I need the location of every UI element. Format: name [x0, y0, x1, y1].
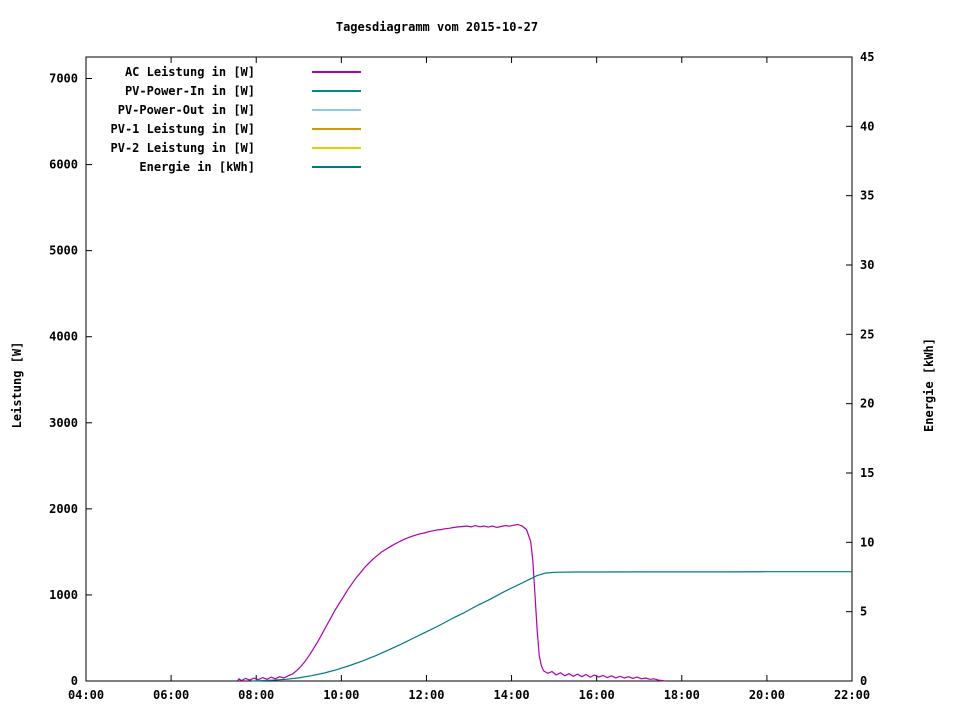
- y-left-tick-label: 0: [71, 674, 78, 688]
- legend-line-sample: [312, 165, 361, 168]
- legend-item-pv-power-in: PV-Power-In in [W]: [95, 81, 361, 100]
- x-tick-label: 06:00: [153, 688, 189, 702]
- legend-item-pv-power-out: PV-Power-Out in [W]: [95, 100, 361, 119]
- y-left-tick-label: 5000: [49, 244, 78, 258]
- y-right-tick-label: 30: [860, 258, 874, 272]
- y-right-tick-label: 0: [860, 674, 867, 688]
- legend-label: PV-Power-Out in [W]: [117, 102, 255, 117]
- legend-item-pv-1-leistung: PV-1 Leistung in [W]: [95, 119, 361, 138]
- y-left-tick-label: 7000: [49, 72, 78, 86]
- legend-label: PV-1 Leistung in [W]: [110, 121, 256, 136]
- legend-line-sample: [312, 108, 361, 111]
- series-line-energie-in-kwh: [251, 571, 852, 682]
- legend-label: PV-Power-In in [W]: [124, 83, 255, 98]
- y-right-tick-label: 35: [860, 189, 874, 203]
- y-right-tick-label: 10: [860, 535, 874, 549]
- x-tick-label: 16:00: [579, 688, 615, 702]
- legend-item-pv-2-leistung: PV-2 Leistung in [W]: [95, 138, 361, 157]
- legend-label: PV-2 Leistung in [W]: [110, 140, 256, 155]
- x-tick-label: 18:00: [664, 688, 700, 702]
- plot-border: [85, 56, 853, 682]
- legend-line-sample: [312, 146, 361, 149]
- x-tick-label: 22:00: [834, 688, 870, 702]
- x-tick-label: 12:00: [408, 688, 444, 702]
- legend-label: Energie in [kWh]: [139, 159, 255, 174]
- y-left-tick-label: 1000: [49, 588, 78, 602]
- y-right-tick-label: 20: [860, 397, 874, 411]
- legend-line-sample: [312, 89, 361, 92]
- chart-title: Tagesdiagramm vom 2015-10-27: [335, 20, 539, 34]
- x-tick-label: 20:00: [749, 688, 785, 702]
- x-tick-label: 14:00: [493, 688, 529, 702]
- x-tick-label: 04:00: [68, 688, 104, 702]
- y-left-tick-label: 4000: [49, 330, 78, 344]
- chart-legend: AC Leistung in [W] PV-Power-In in [W] PV…: [95, 62, 361, 176]
- y-left-tick-label: 2000: [49, 502, 78, 516]
- y-right-tick-label: 40: [860, 119, 874, 133]
- x-tick-label: 10:00: [323, 688, 359, 702]
- legend-label: AC Leistung in [W]: [124, 64, 255, 79]
- y-right-tick-label: 45: [860, 50, 874, 64]
- y-right-tick-label: 25: [860, 327, 874, 341]
- y-right-tick-label: 5: [860, 605, 867, 619]
- series-line-ac-leistung-in-w: [236, 523, 666, 682]
- x-tick-label: 08:00: [238, 688, 274, 702]
- y-left-tick-label: 3000: [49, 416, 78, 430]
- legend-line-sample: [312, 70, 361, 73]
- legend-line-sample: [312, 127, 361, 130]
- legend-item-ac-leistung: AC Leistung in [W]: [95, 62, 361, 81]
- legend-item-energie: Energie in [kWh]: [95, 157, 361, 176]
- y-right-tick-label: 15: [860, 466, 874, 480]
- y-left-tick-label: 6000: [49, 158, 78, 172]
